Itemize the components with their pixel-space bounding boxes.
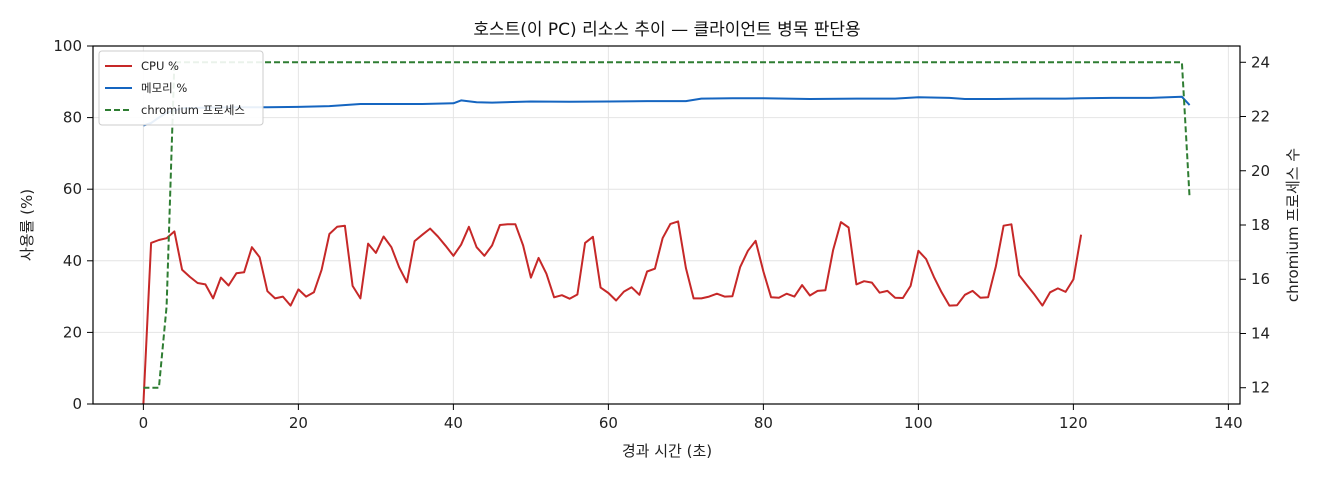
y2-axis-title: chromium 프로세스 수 bbox=[1284, 148, 1302, 302]
y-axis-title: 사용률 (%) bbox=[18, 189, 36, 261]
legend-label-0: CPU % bbox=[141, 59, 179, 73]
y-tick-label: 100 bbox=[53, 37, 82, 55]
series-line-0 bbox=[142, 220, 1083, 405]
y2-axis: 12 14 16 18 20 22 24 bbox=[1240, 53, 1270, 397]
y2-tick-label: 22 bbox=[1251, 108, 1270, 126]
y-tick-label: 80 bbox=[63, 109, 82, 127]
legend-label-2: chromium 프로세스 bbox=[141, 103, 245, 117]
y2-tick-label: 20 bbox=[1251, 162, 1270, 180]
x-tick-label: 100 bbox=[904, 414, 933, 432]
y2-tick-label: 14 bbox=[1251, 324, 1270, 342]
y2-tick-label: 12 bbox=[1251, 379, 1270, 397]
legend: CPU % 메모리 % chromium 프로세스 bbox=[98, 50, 264, 126]
series-line-2 bbox=[143, 61, 1191, 389]
y-tick-label: 60 bbox=[63, 180, 82, 198]
plot-frame bbox=[92, 45, 1241, 405]
series-line-1 bbox=[143, 95, 1191, 127]
x-axis: 0 20 40 60 80 100 120 140 bbox=[139, 404, 1243, 432]
chart-title: 호스트(이 PC) 리소스 추이 — 클라이언트 병목 판단용 bbox=[473, 20, 860, 40]
y-tick-label: 0 bbox=[72, 395, 82, 413]
y-tick-label: 20 bbox=[63, 323, 82, 341]
x-axis-title: 경과 시간 (초) bbox=[622, 442, 712, 460]
x-tick-label: 140 bbox=[1214, 414, 1243, 432]
y-tick-label: 40 bbox=[63, 252, 82, 270]
x-tick-label: 80 bbox=[754, 414, 773, 432]
x-tick-label: 120 bbox=[1059, 414, 1088, 432]
y2-tick-label: 24 bbox=[1251, 53, 1270, 71]
y2-tick-label: 18 bbox=[1251, 216, 1270, 234]
x-tick-label: 20 bbox=[289, 414, 308, 432]
x-tick-label: 40 bbox=[444, 414, 463, 432]
legend-box bbox=[98, 50, 264, 126]
y-axis: 0 20 40 60 80 100 bbox=[53, 37, 93, 413]
series-layer bbox=[142, 61, 1191, 405]
y2-tick-label: 16 bbox=[1251, 270, 1270, 288]
x-tick-label: 60 bbox=[599, 414, 618, 432]
grid bbox=[93, 45, 1240, 405]
legend-label-1: 메모리 % bbox=[141, 81, 187, 95]
x-tick-label: 0 bbox=[139, 414, 149, 432]
